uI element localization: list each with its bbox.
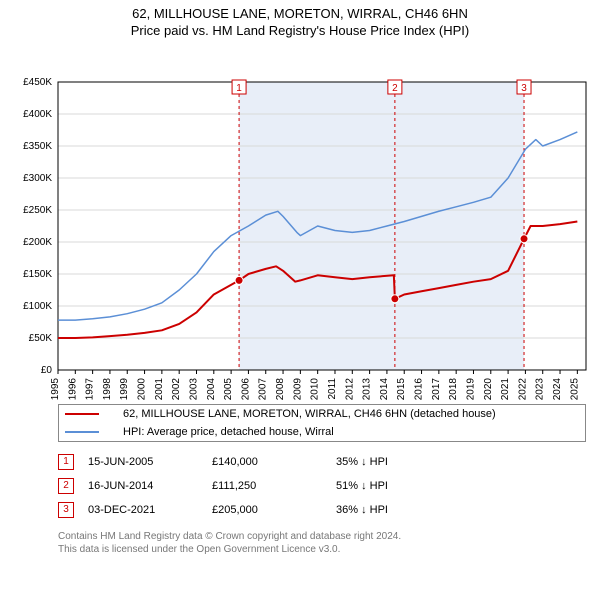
svg-text:£400K: £400K [23,109,52,120]
attribution: Contains HM Land Registry data © Crown c… [58,530,586,556]
event-row: 3 03-DEC-2021£205,00036% ↓ HPI [58,498,402,522]
svg-text:2024: 2024 [552,377,563,399]
legend-swatch [65,431,99,433]
legend: 62, MILLHOUSE LANE, MORETON, WIRRAL, CH4… [58,404,586,442]
svg-text:2016: 2016 [414,377,425,399]
svg-text:2015: 2015 [396,377,407,399]
chart-subtitle: Price paid vs. HM Land Registry's House … [0,23,600,40]
svg-text:2021: 2021 [500,377,511,399]
event-delta: 35% ↓ HPI [336,450,402,474]
svg-text:2005: 2005 [223,377,234,399]
event-badge: 2 [58,478,74,494]
chart-titles: 62, MILLHOUSE LANE, MORETON, WIRRAL, CH4… [0,0,600,40]
svg-text:£200K: £200K [23,237,52,248]
svg-text:1995: 1995 [50,377,61,399]
events-table: 1 15-JUN-2005£140,00035% ↓ HPI 2 16-JUN-201… [58,450,402,522]
event-badge: 1 [58,454,74,470]
svg-text:2010: 2010 [310,377,321,399]
svg-text:2020: 2020 [483,377,494,399]
attribution-line: Contains HM Land Registry data © Crown c… [58,530,586,543]
svg-text:2007: 2007 [258,377,269,399]
svg-text:2002: 2002 [171,377,182,399]
legend-label: 62, MILLHOUSE LANE, MORETON, WIRRAL, CH4… [117,404,586,423]
svg-text:2001: 2001 [154,377,165,399]
svg-text:2011: 2011 [327,377,338,399]
svg-text:1996: 1996 [67,377,78,399]
event-date: 15-JUN-2005 [88,450,212,474]
svg-text:3: 3 [521,83,527,94]
svg-text:2025: 2025 [569,377,580,399]
svg-text:1998: 1998 [102,377,113,399]
svg-text:2009: 2009 [292,377,303,399]
svg-text:2: 2 [392,83,398,94]
svg-text:2006: 2006 [240,377,251,399]
svg-text:2003: 2003 [188,377,199,399]
event-badge: 3 [58,502,74,518]
svg-text:£150K: £150K [23,269,52,280]
svg-text:2000: 2000 [137,377,148,399]
svg-text:2017: 2017 [431,377,442,399]
svg-text:2014: 2014 [379,377,390,399]
svg-text:£50K: £50K [29,333,53,344]
legend-row: HPI: Average price, detached house, Wirr… [59,423,586,442]
svg-text:£450K: £450K [23,77,52,88]
price-chart-card: 62, MILLHOUSE LANE, MORETON, WIRRAL, CH4… [0,0,600,556]
svg-text:£0: £0 [41,365,53,376]
event-delta: 36% ↓ HPI [336,498,402,522]
svg-text:2012: 2012 [344,377,355,399]
svg-text:£300K: £300K [23,173,52,184]
event-row: 1 15-JUN-2005£140,00035% ↓ HPI [58,450,402,474]
chart-title: 62, MILLHOUSE LANE, MORETON, WIRRAL, CH4… [0,6,600,23]
event-row: 2 16-JUN-2014£111,25051% ↓ HPI [58,474,402,498]
svg-text:2023: 2023 [535,377,546,399]
event-price: £205,000 [212,498,336,522]
svg-text:2013: 2013 [362,377,373,399]
svg-text:2019: 2019 [465,377,476,399]
svg-text:£350K: £350K [23,141,52,152]
legend-swatch [65,413,99,415]
event-price: £140,000 [212,450,336,474]
svg-text:£250K: £250K [23,205,52,216]
svg-text:1997: 1997 [85,377,96,399]
attribution-line: This data is licensed under the Open Gov… [58,543,586,556]
svg-text:2004: 2004 [206,377,217,399]
event-date: 16-JUN-2014 [88,474,212,498]
legend-label: HPI: Average price, detached house, Wirr… [117,423,586,442]
svg-text:2008: 2008 [275,377,286,399]
svg-text:1999: 1999 [119,377,130,399]
event-price: £111,250 [212,474,336,498]
svg-text:2022: 2022 [517,377,528,399]
event-date: 03-DEC-2021 [88,498,212,522]
legend-row: 62, MILLHOUSE LANE, MORETON, WIRRAL, CH4… [59,404,586,423]
svg-text:1: 1 [236,83,242,94]
svg-text:£100K: £100K [23,301,52,312]
line-chart: £0 £50K £100K £150K £200K £250K £300K £350K £400… [0,40,600,400]
event-delta: 51% ↓ HPI [336,474,402,498]
svg-text:2018: 2018 [448,377,459,399]
